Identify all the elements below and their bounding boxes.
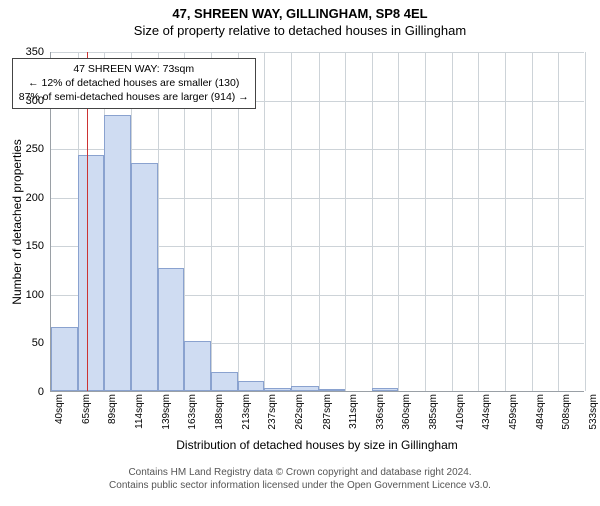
- histogram-bar: [51, 327, 78, 391]
- histogram-bar: [211, 372, 238, 391]
- x-tick-label: 65sqm: [81, 394, 92, 424]
- histogram-bar: [131, 163, 158, 391]
- gridline-vertical: [372, 52, 373, 391]
- y-tick-label: 0: [38, 386, 44, 398]
- x-tick-label: 410sqm: [455, 394, 466, 430]
- x-tick-label: 434sqm: [481, 394, 492, 430]
- histogram-bar: [291, 386, 318, 391]
- x-tick-label: 508sqm: [561, 394, 572, 430]
- x-tick-label: 311sqm: [348, 394, 359, 429]
- annotation-line-1: 47 SHREEN WAY: 73sqm: [19, 62, 249, 76]
- property-annotation-box: 47 SHREEN WAY: 73sqm ← 12% of detached h…: [12, 58, 256, 109]
- x-tick-label: 336sqm: [375, 394, 386, 430]
- y-axis-label: Number of detached properties: [10, 139, 24, 304]
- page-subtitle: Size of property relative to detached ho…: [0, 23, 600, 38]
- x-tick-label: 459sqm: [508, 394, 519, 430]
- x-tick-label: 533sqm: [588, 394, 599, 430]
- y-tick-label: 50: [32, 337, 44, 349]
- histogram-bar: [238, 381, 264, 391]
- chart-area: Number of detached properties 47 SHREEN …: [50, 52, 584, 432]
- x-tick-label: 385sqm: [428, 394, 439, 430]
- gridline-vertical: [425, 52, 426, 391]
- histogram-bar: [372, 388, 398, 391]
- gridline-vertical: [319, 52, 320, 391]
- gridline-vertical: [264, 52, 265, 391]
- x-tick-label: 360sqm: [401, 394, 412, 430]
- x-tick-label: 139sqm: [161, 394, 172, 430]
- annotation-line-2: ← 12% of detached houses are smaller (13…: [19, 76, 249, 90]
- page-title: 47, SHREEN WAY, GILLINGHAM, SP8 4EL: [0, 6, 600, 21]
- plot-area: 47 SHREEN WAY: 73sqm ← 12% of detached h…: [50, 52, 584, 392]
- x-tick-label: 89sqm: [107, 394, 118, 424]
- histogram-bar: [319, 389, 345, 391]
- gridline-vertical: [585, 52, 586, 391]
- x-tick-label: 287sqm: [322, 394, 333, 430]
- y-tick-label: 250: [26, 143, 44, 155]
- y-tick-label: 100: [26, 289, 44, 301]
- footer-line-1: Contains HM Land Registry data © Crown c…: [0, 466, 600, 479]
- x-tick-label: 40sqm: [54, 394, 65, 424]
- histogram-bar: [104, 115, 131, 391]
- y-tick-label: 300: [26, 95, 44, 107]
- y-tick-label: 200: [26, 192, 44, 204]
- histogram-bar: [184, 341, 211, 392]
- y-tick-label: 350: [26, 46, 44, 58]
- x-tick-label: 213sqm: [241, 394, 252, 430]
- gridline-vertical: [478, 52, 479, 391]
- gridline-vertical: [505, 52, 506, 391]
- annotation-line-3: 87% of semi-detached houses are larger (…: [19, 90, 249, 104]
- gridline-vertical: [398, 52, 399, 391]
- x-tick-label: 484sqm: [535, 394, 546, 430]
- gridline-vertical: [291, 52, 292, 391]
- footer-line-2: Contains public sector information licen…: [0, 479, 600, 492]
- histogram-bar: [78, 155, 104, 391]
- x-tick-label: 163sqm: [187, 394, 198, 430]
- x-tick-label: 262sqm: [294, 394, 305, 430]
- x-tick-label: 114sqm: [134, 394, 145, 429]
- gridline-vertical: [532, 52, 533, 391]
- x-tick-label: 237sqm: [267, 394, 278, 430]
- footer-attribution: Contains HM Land Registry data © Crown c…: [0, 466, 600, 492]
- histogram-bar: [158, 268, 184, 391]
- gridline-vertical: [558, 52, 559, 391]
- x-axis-label: Distribution of detached houses by size …: [50, 438, 584, 452]
- x-tick-label: 188sqm: [214, 394, 225, 430]
- gridline-vertical: [452, 52, 453, 391]
- y-tick-label: 150: [26, 240, 44, 252]
- gridline-vertical: [345, 52, 346, 391]
- histogram-bar: [264, 388, 291, 391]
